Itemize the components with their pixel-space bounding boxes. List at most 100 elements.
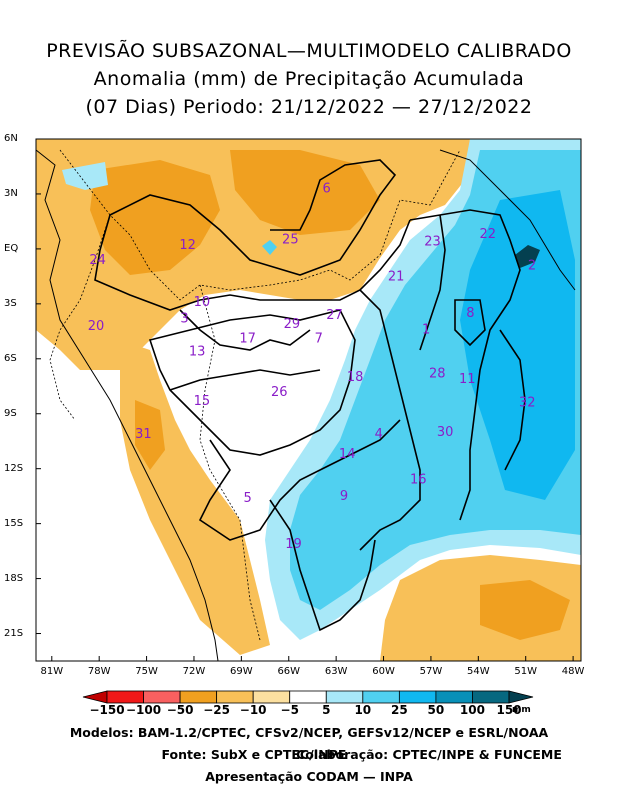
lat-label: EQ xyxy=(4,242,19,254)
country-borders xyxy=(49,149,461,641)
negative-anomaly-core-2 xyxy=(230,150,380,235)
basin-label-29: 29 xyxy=(284,317,301,332)
basin-label-32: 32 xyxy=(519,396,536,411)
positive-anomaly-core-east xyxy=(460,190,575,500)
basin-labels: 1234567891011121314151617181920212223242… xyxy=(88,181,536,551)
footer-source: Fonte: SubX e CPTEC/INPE xyxy=(161,747,347,762)
negative-anomaly-core-1 xyxy=(90,160,220,275)
colorbar-label: 25 xyxy=(391,703,408,717)
basin-label-28: 28 xyxy=(429,366,446,381)
basin-label-5: 5 xyxy=(244,491,252,506)
basin-label-12: 12 xyxy=(179,238,196,253)
basin-label-2: 2 xyxy=(528,258,536,273)
map-frame xyxy=(35,138,582,662)
colorbar-label: −10 xyxy=(239,703,267,717)
colorbar-label: 10 xyxy=(354,703,372,717)
title-line-3: (07 Dias) Periodo: 21/12/2022 — 27/12/20… xyxy=(85,96,533,118)
basin-label-17: 17 xyxy=(239,332,256,347)
lon-label: 63W xyxy=(324,666,348,677)
colorbar-label: −50 xyxy=(166,703,194,717)
colorbar-segment xyxy=(435,690,473,704)
lon-label: 72W xyxy=(182,666,206,677)
lon-label: 48W xyxy=(561,666,585,677)
colorbar-label: 150 xyxy=(496,703,522,717)
colorbar-segment xyxy=(289,690,327,704)
basin-label-15: 15 xyxy=(194,394,211,409)
basin-label-27: 27 xyxy=(326,308,343,323)
colorbar-segment xyxy=(398,690,437,704)
basin-label-25: 25 xyxy=(282,233,299,248)
colorbar-arrow-right xyxy=(508,690,534,704)
colorbar-label: 100 xyxy=(459,703,485,717)
colorbar-segment xyxy=(472,690,510,704)
basin-label-10: 10 xyxy=(194,295,211,310)
lon-label: 75W xyxy=(135,666,158,677)
colorbar-label: −100 xyxy=(125,703,162,717)
basin-label-14: 14 xyxy=(339,447,356,462)
negative-anomaly-core-4 xyxy=(135,400,165,470)
lon-label: 51W xyxy=(514,666,538,677)
colorbar-arrow-left xyxy=(82,690,108,704)
colorbar-segment xyxy=(106,690,144,704)
lon-label: 69W xyxy=(230,666,253,677)
lat-label: 6S xyxy=(4,352,17,364)
basin-label-8: 8 xyxy=(466,306,474,321)
lon-label: 54W xyxy=(467,666,490,677)
basin-label-11: 11 xyxy=(459,372,476,387)
lon-label: 81W xyxy=(40,666,64,677)
lat-label: 21S xyxy=(4,627,24,639)
lon-label: 78W xyxy=(87,666,111,677)
colorbar-segment xyxy=(216,690,254,704)
positive-anomaly-spot-central xyxy=(262,240,277,255)
colorbar-segment xyxy=(325,690,364,704)
basin-label-23: 23 xyxy=(424,235,441,250)
colorbar-label: −150 xyxy=(89,703,125,717)
basin-label-4: 4 xyxy=(375,427,383,442)
lat-label: 3S xyxy=(4,297,17,309)
colorbar-segment xyxy=(252,690,291,704)
footer-presentation: Apresentação CODAM — INPA xyxy=(205,769,413,784)
map-plot-area xyxy=(36,139,581,661)
basin-label-19: 19 xyxy=(285,537,302,552)
lon-label: 66W xyxy=(277,666,301,677)
lat-label: 3N xyxy=(4,187,18,199)
basin-label-24: 24 xyxy=(89,253,106,268)
colorbar-segment xyxy=(143,690,181,704)
basin-label-30: 30 xyxy=(437,425,454,440)
basin-label-26: 26 xyxy=(271,385,288,400)
colorbar-segment xyxy=(179,690,218,704)
lat-label: 6N xyxy=(4,133,18,144)
basin-label-31: 31 xyxy=(135,427,152,442)
basin-label-18: 18 xyxy=(347,370,364,385)
basin-label-3: 3 xyxy=(180,311,188,326)
colorbar-label: 5 xyxy=(322,703,331,717)
lat-label: 9S xyxy=(4,407,17,419)
title-line-1: PREVISÃO SUBSAZONAL—MULTIMODELO CALIBRAD… xyxy=(46,40,572,62)
basin-label-13: 13 xyxy=(189,344,206,359)
colorbar xyxy=(82,690,534,704)
negative-anomaly-core-3 xyxy=(480,580,570,640)
basin-label-16: 16 xyxy=(410,473,427,488)
footer-collaboration: Colaboração: CPTEC/INPE & FUNCEME xyxy=(296,747,562,762)
lon-label: 60W xyxy=(372,666,395,677)
lat-label: 15S xyxy=(4,517,24,529)
lon-label: 57W xyxy=(419,666,443,677)
basin-label-1: 1 xyxy=(422,322,430,337)
lat-label: 18S xyxy=(4,572,24,584)
colorbar-label: 50 xyxy=(427,703,445,717)
basin-label-22: 22 xyxy=(480,227,497,242)
axis-ticks xyxy=(36,138,574,661)
title-line-2: Anomalia (mm) de Precipitação Acumulada xyxy=(93,68,525,90)
basin-label-7: 7 xyxy=(315,332,323,347)
basin-label-21: 21 xyxy=(388,269,405,284)
river-basin-boundaries xyxy=(94,159,526,632)
colorbar-label: −5 xyxy=(280,703,299,717)
lat-label: 12S xyxy=(4,462,24,474)
coastline xyxy=(36,149,576,661)
colorbar-segment xyxy=(362,690,400,704)
basin-label-9: 9 xyxy=(340,489,348,504)
colorbar-label: −25 xyxy=(203,703,230,717)
colorbar-unit: mm xyxy=(512,705,531,715)
basin-label-6: 6 xyxy=(323,181,331,196)
